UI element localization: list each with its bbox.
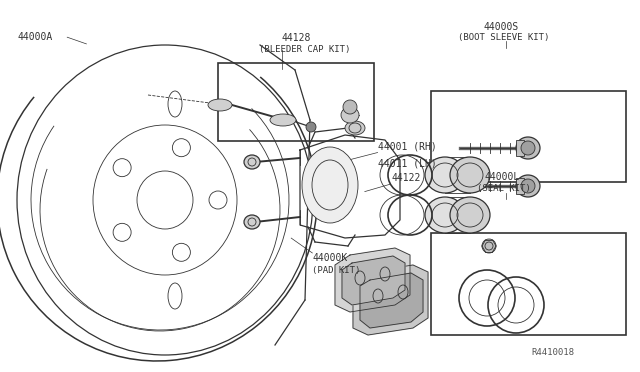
Ellipse shape (450, 197, 490, 233)
Ellipse shape (425, 157, 465, 193)
Ellipse shape (482, 239, 496, 253)
Ellipse shape (516, 137, 540, 159)
Ellipse shape (244, 155, 260, 169)
Text: 44000L: 44000L (484, 172, 520, 182)
Text: (SEAL KIT): (SEAL KIT) (477, 184, 531, 193)
Ellipse shape (521, 141, 535, 155)
Ellipse shape (516, 175, 540, 197)
Polygon shape (335, 248, 410, 312)
Text: R4410018: R4410018 (531, 348, 574, 357)
Text: 44128: 44128 (282, 33, 311, 44)
Bar (431, 91, 626, 182)
Bar (516, 140, 524, 156)
Bar (431, 232, 626, 335)
Text: 44011 (LH): 44011 (LH) (378, 158, 436, 168)
Ellipse shape (341, 107, 359, 123)
Ellipse shape (270, 114, 296, 126)
Bar (218, 63, 374, 141)
Bar (516, 178, 524, 194)
Text: (BLEEDER CAP KIT): (BLEEDER CAP KIT) (259, 45, 351, 54)
Ellipse shape (302, 147, 358, 223)
Text: 44000K: 44000K (312, 253, 348, 263)
Ellipse shape (343, 100, 357, 114)
Ellipse shape (244, 215, 260, 229)
Text: (BOOT SLEEVE KIT): (BOOT SLEEVE KIT) (458, 33, 549, 42)
Ellipse shape (425, 197, 465, 233)
Ellipse shape (208, 99, 232, 111)
Ellipse shape (450, 157, 490, 193)
Text: 44000A: 44000A (18, 32, 53, 42)
Text: 44001 (RH): 44001 (RH) (378, 141, 436, 151)
Text: 44000S: 44000S (483, 22, 518, 32)
Ellipse shape (345, 121, 365, 135)
Ellipse shape (521, 179, 535, 193)
Polygon shape (353, 265, 428, 335)
Polygon shape (360, 273, 423, 328)
Polygon shape (342, 256, 405, 305)
Text: (PAD KIT): (PAD KIT) (312, 266, 361, 275)
Ellipse shape (306, 122, 316, 132)
Text: 44122: 44122 (392, 173, 421, 183)
